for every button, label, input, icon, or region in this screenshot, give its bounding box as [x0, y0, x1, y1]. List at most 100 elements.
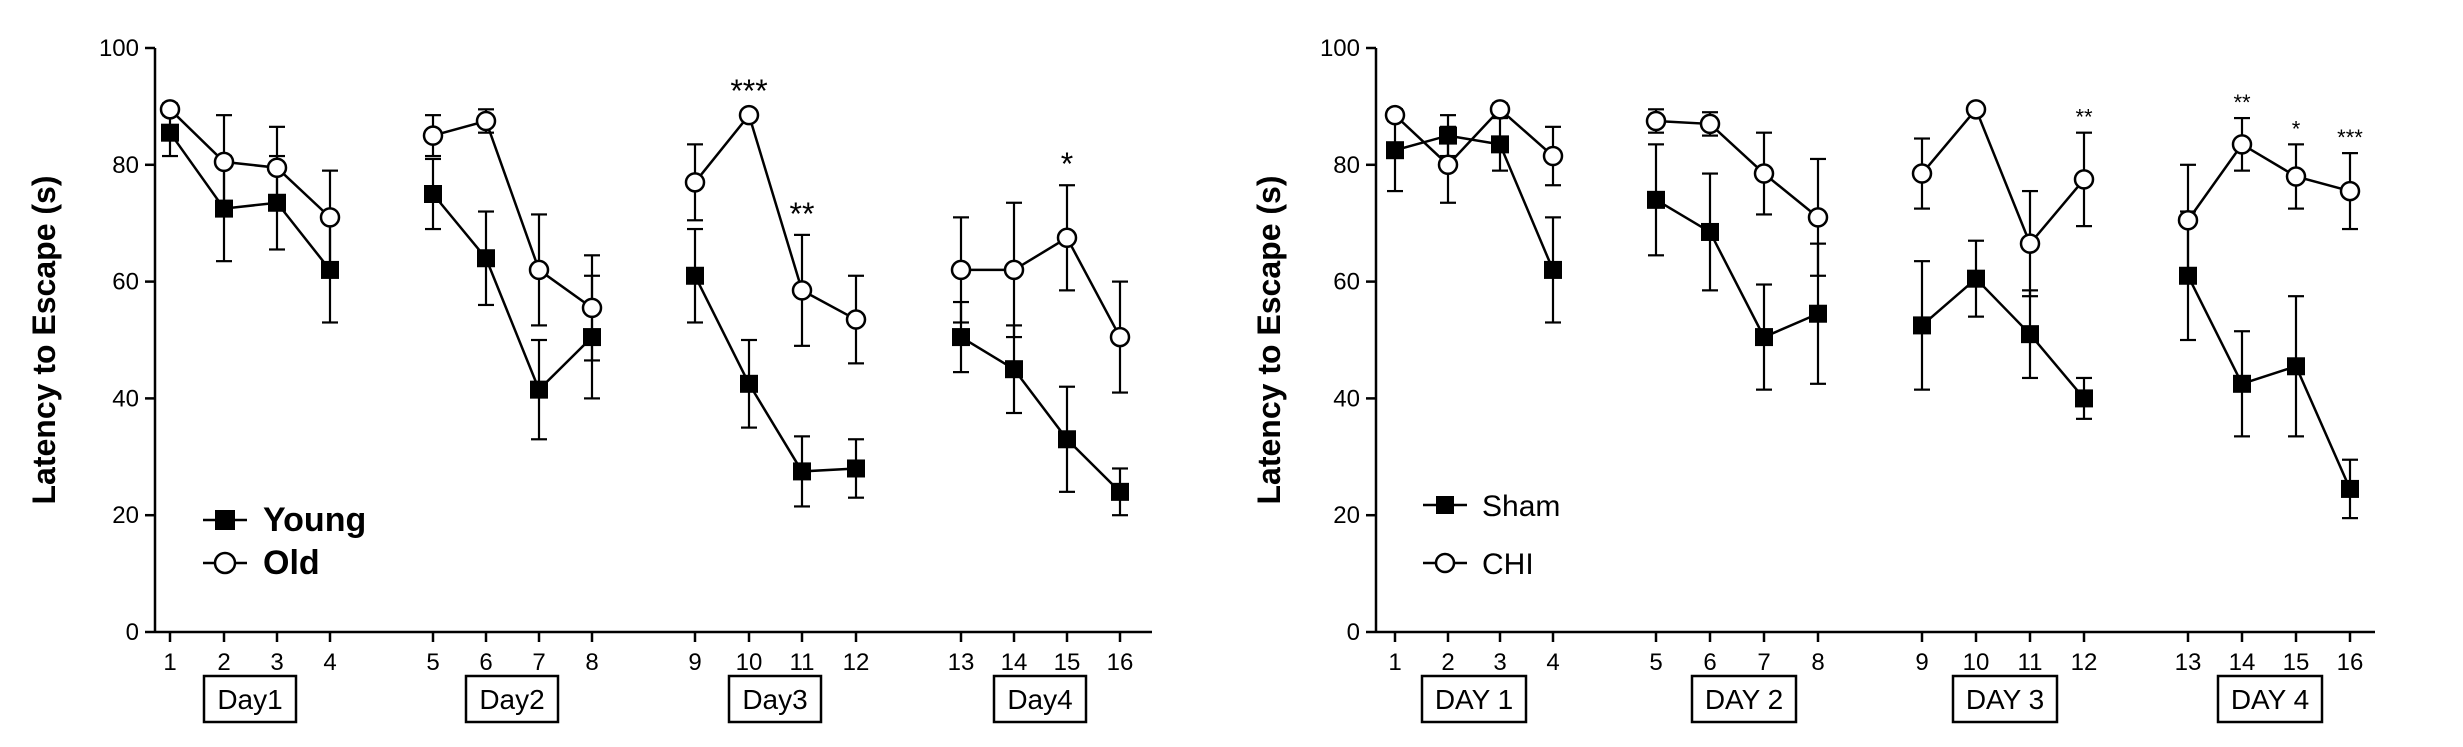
x-tick-label: 4: [323, 649, 336, 676]
x-tick-label: 1: [163, 649, 176, 676]
data-point-open-circle: [738, 104, 760, 126]
data-point-open-circle: [581, 297, 603, 319]
x-tick-label: 13: [2175, 649, 2202, 676]
day-label: DAY 2: [1705, 684, 1783, 715]
x-tick-label: 14: [1001, 649, 1028, 676]
day-label: Day1: [217, 684, 282, 715]
series-line-open: [961, 236, 1122, 338]
data-point-open-circle: [159, 99, 181, 120]
data-point-open-circle: [791, 280, 813, 301]
day-box: [202, 674, 298, 724]
data-point-filled-square: [2233, 374, 2251, 393]
legend: Sham CHI: [1423, 490, 1560, 581]
data-point-open-circle: [1645, 110, 1667, 132]
y-tick-label: 100: [1320, 35, 1360, 62]
data-point-open-circle: [684, 172, 706, 193]
data-point-filled-square: [477, 249, 495, 268]
data-point-filled-square: [2075, 389, 2093, 408]
significance-label: *: [2292, 116, 2301, 141]
data-point-open-circle: [2073, 169, 2095, 190]
data-point-open-circle: [1109, 326, 1131, 348]
day-label: Day2: [479, 684, 544, 715]
series-line-open: [2186, 142, 2351, 222]
significance-label: ***: [730, 73, 767, 109]
day-box: [727, 674, 823, 724]
y-tick-label: 80: [112, 152, 139, 179]
data-point-filled-square: [321, 260, 339, 279]
x-tick-label: 3: [270, 649, 283, 676]
y-tick-label: 0: [126, 619, 139, 646]
data-point-open-circle: [1753, 163, 1775, 184]
legend-label: CHI: [1482, 548, 1534, 581]
x-tick-label: 14: [2229, 649, 2256, 676]
x-tick-label: 9: [1915, 649, 1928, 676]
legend-label: Old: [263, 544, 320, 582]
data-point-open-circle: [2339, 180, 2361, 202]
y-tick-label: 80: [1333, 152, 1360, 179]
data-point-filled-square: [1386, 141, 1404, 160]
day-box: [992, 674, 1088, 724]
y-tick-label: 100: [99, 35, 139, 62]
legend-marker-open-circle: [1434, 552, 1456, 574]
data-point-filled-square: [1809, 304, 1827, 323]
x-tick-label: 10: [736, 649, 763, 676]
series-line-filled: [1394, 134, 1555, 271]
data-point-filled-square: [847, 459, 865, 478]
data-point-open-circle: [475, 110, 497, 132]
legend-label: Young: [263, 501, 366, 539]
data-point-filled-square: [530, 380, 548, 399]
data-point-open-circle: [1384, 104, 1406, 126]
data-point-filled-square: [583, 328, 601, 347]
significance-label: *: [1061, 146, 1073, 182]
x-tick-label: 7: [1757, 649, 1770, 676]
data-point-filled-square: [268, 193, 286, 212]
y-tick-label: 0: [1347, 619, 1360, 646]
y-tick-label: 40: [112, 385, 139, 412]
x-tick-label: 3: [1493, 649, 1506, 676]
day-label: DAY 4: [2231, 684, 2309, 715]
y-axis-label: Latency to Escape (s): [26, 176, 62, 505]
data-point-filled-square: [686, 266, 704, 285]
x-tick-label: 1: [1388, 649, 1401, 676]
series-line-open: [1921, 106, 2085, 247]
x-tick-label: 12: [843, 649, 870, 676]
y-tick-label: 20: [1333, 502, 1360, 529]
significance-label: **: [790, 196, 815, 232]
data-point-filled-square: [2287, 357, 2305, 376]
data-point-open-circle: [266, 157, 288, 178]
x-tick-label: 16: [2337, 649, 2364, 676]
y-tick-label: 60: [1333, 269, 1360, 296]
x-tick-label: 10: [1963, 649, 1990, 676]
legend-label: Sham: [1482, 490, 1560, 523]
data-point-filled-square: [2179, 266, 2197, 285]
x-tick-label: 13: [948, 649, 975, 676]
data-point-filled-square: [1967, 269, 1985, 288]
x-tick-label: 15: [1054, 649, 1081, 676]
day-label: Day3: [742, 684, 807, 715]
data-point-open-circle: [1699, 113, 1721, 135]
series-line-open: [1394, 107, 1554, 167]
y-tick-label: 40: [1333, 385, 1360, 412]
series-line-filled: [1921, 276, 2085, 400]
data-point-open-circle: [319, 207, 341, 228]
data-point-open-circle: [528, 259, 550, 281]
data-point-open-circle: [1489, 99, 1511, 120]
day-box: [1951, 674, 2059, 724]
data-point-open-circle: [1003, 259, 1025, 281]
x-tick-label: 15: [2283, 649, 2310, 676]
data-point-filled-square: [2341, 479, 2359, 498]
data-point-open-circle: [950, 259, 972, 281]
data-point-filled-square: [1647, 190, 1665, 209]
data-point-filled-square: [2021, 325, 2039, 344]
series-line-filled: [693, 275, 857, 473]
x-tick-label: 5: [426, 649, 439, 676]
significance-label: ***: [2337, 125, 2363, 150]
day-label: DAY 3: [1966, 684, 2044, 715]
day-box: [464, 674, 560, 724]
x-tick-label: 2: [217, 649, 230, 676]
data-point-filled-square: [793, 462, 811, 481]
series-line-filled: [1655, 198, 1819, 339]
x-tick-label: 12: [2071, 649, 2098, 676]
